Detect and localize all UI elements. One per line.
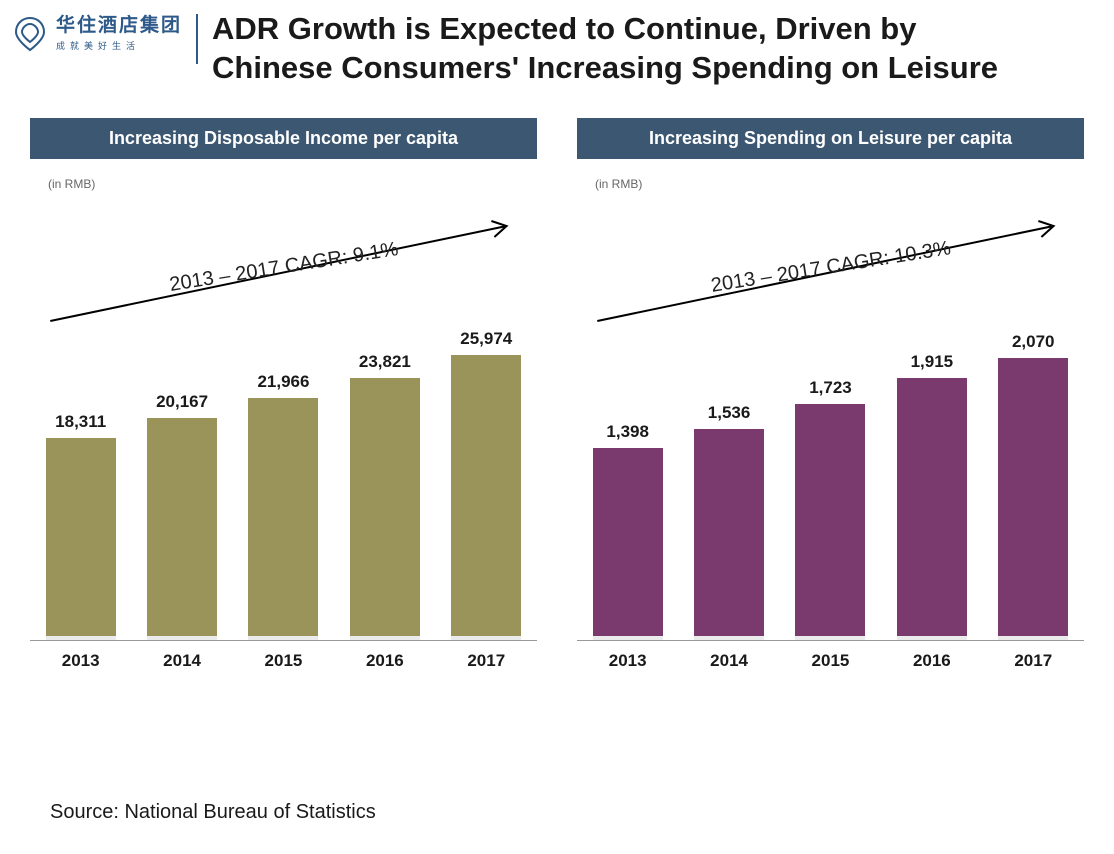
bar-rect — [350, 378, 420, 636]
x-axis-label: 2013 — [46, 651, 116, 671]
bar-base — [248, 636, 318, 640]
logo-cn: 华住酒店集团 — [56, 16, 182, 37]
x-axis-label: 2013 — [593, 651, 663, 671]
header: 华住酒店集团 成就美好生活 ADR Growth is Expected to … — [0, 0, 1114, 88]
bar-rect — [694, 429, 764, 636]
bar-group: 2,070 — [998, 332, 1068, 640]
x-axis-labels: 2013 2014 2015 2016 2017 — [577, 651, 1084, 671]
bar-rect — [593, 448, 663, 636]
bar-group: 1,536 — [694, 403, 764, 640]
bar-rect — [998, 358, 1068, 636]
bar-value-label: 23,821 — [359, 352, 411, 372]
bar-base — [350, 636, 420, 640]
charts-row: Increasing Disposable Income per capita (… — [0, 88, 1114, 671]
x-axis-label: 2017 — [451, 651, 521, 671]
bar-base — [593, 636, 663, 640]
bars: 18,311 20,167 21,966 23,821 25,974 — [30, 251, 537, 641]
x-axis-label: 2015 — [795, 651, 865, 671]
bar-rect — [897, 378, 967, 636]
company-logo: 华住酒店集团 成就美好生活 — [10, 14, 182, 54]
bar-base — [897, 636, 967, 640]
bar-base — [998, 636, 1068, 640]
bar-base — [795, 636, 865, 640]
logo-text: 华住酒店集团 成就美好生活 — [56, 16, 182, 52]
bar-group: 1,915 — [897, 352, 967, 640]
bar-group: 25,974 — [451, 329, 521, 640]
header-divider — [196, 14, 198, 64]
bar-base — [694, 636, 764, 640]
x-axis-label: 2014 — [147, 651, 217, 671]
source-text: Source: National Bureau of Statistics — [50, 801, 376, 824]
bar-group: 1,723 — [795, 378, 865, 640]
x-axis-labels: 2013 2014 2015 2016 2017 — [30, 651, 537, 671]
bar-base — [451, 636, 521, 640]
bar-rect — [795, 404, 865, 636]
bar-value-label: 1,915 — [911, 352, 954, 372]
x-axis-label: 2016 — [897, 651, 967, 671]
panel-header: Increasing Spending on Leisure per capit… — [577, 118, 1084, 159]
bar-rect — [248, 398, 318, 636]
bar-rect — [451, 355, 521, 636]
bar-value-label: 25,974 — [460, 329, 512, 349]
bar-group: 20,167 — [147, 392, 217, 640]
chart-area: 2013 – 2017 CAGR: 10.3%1,3981,5361,7231,… — [577, 201, 1084, 671]
bar-group: 1,398 — [593, 422, 663, 640]
bar-value-label: 20,167 — [156, 392, 208, 412]
bar-base — [147, 636, 217, 640]
x-axis-label: 2016 — [350, 651, 420, 671]
bar-group: 21,966 — [248, 372, 318, 640]
bar-value-label: 1,723 — [809, 378, 852, 398]
bar-value-label: 1,536 — [708, 403, 751, 423]
chart-panel-1: Increasing Spending on Leisure per capit… — [577, 118, 1084, 671]
logo-icon — [10, 14, 50, 54]
bar-value-label: 18,311 — [55, 412, 106, 432]
chart-panel-0: Increasing Disposable Income per capita (… — [30, 118, 537, 671]
x-axis-label: 2017 — [998, 651, 1068, 671]
bar-value-label: 21,966 — [257, 372, 309, 392]
bar-value-label: 1,398 — [606, 422, 649, 442]
chart-area: 2013 – 2017 CAGR: 9.1%18,31120,16721,966… — [30, 201, 537, 671]
bar-rect — [46, 438, 116, 636]
bar-rect — [147, 418, 217, 636]
bars: 1,398 1,536 1,723 1,915 2,070 — [577, 251, 1084, 641]
bar-base — [46, 636, 116, 640]
unit-label: (in RMB) — [48, 177, 537, 191]
bar-group: 23,821 — [350, 352, 420, 640]
unit-label: (in RMB) — [595, 177, 1084, 191]
x-axis-label: 2014 — [694, 651, 764, 671]
bar-group: 18,311 — [46, 412, 116, 640]
x-axis-label: 2015 — [248, 651, 318, 671]
panel-header: Increasing Disposable Income per capita — [30, 118, 537, 159]
bar-value-label: 2,070 — [1012, 332, 1055, 352]
page-title: ADR Growth is Expected to Continue, Driv… — [212, 10, 1032, 88]
logo-sub: 成就美好生活 — [56, 39, 182, 52]
